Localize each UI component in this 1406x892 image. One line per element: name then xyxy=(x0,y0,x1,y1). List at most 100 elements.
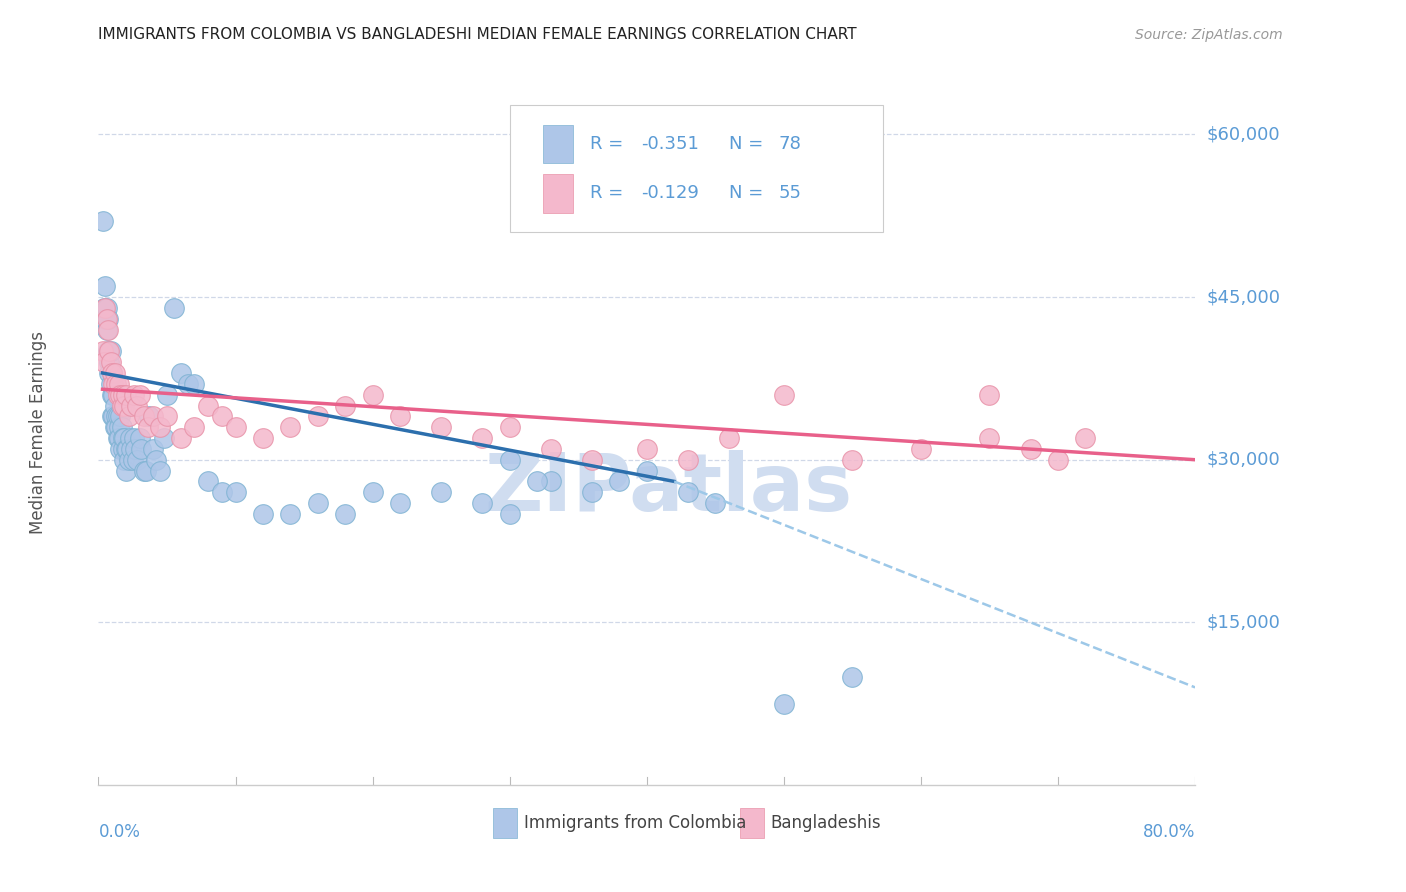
Point xyxy=(163,301,186,315)
Point xyxy=(114,452,136,467)
Point xyxy=(128,387,150,401)
Point xyxy=(94,301,117,315)
Point xyxy=(197,475,219,489)
Point xyxy=(98,355,121,369)
Point xyxy=(156,387,179,401)
Point xyxy=(120,442,142,456)
Point xyxy=(156,409,179,424)
Point xyxy=(111,420,134,434)
Point xyxy=(91,344,114,359)
Point xyxy=(105,376,128,391)
Point xyxy=(149,464,172,478)
Point xyxy=(361,387,384,401)
Point xyxy=(526,475,548,489)
Text: IMMIGRANTS FROM COLOMBIA VS BANGLADESHI MEDIAN FEMALE EARNINGS CORRELATION CHART: IMMIGRANTS FROM COLOMBIA VS BANGLADESHI … xyxy=(98,27,858,42)
Point xyxy=(145,452,167,467)
Point xyxy=(280,420,302,434)
Point xyxy=(117,409,139,424)
Point xyxy=(118,431,141,445)
Point xyxy=(540,475,562,489)
Text: ZIPatlas: ZIPatlas xyxy=(485,450,853,528)
Point xyxy=(101,387,124,401)
Point xyxy=(471,431,494,445)
Point xyxy=(100,355,122,369)
Point xyxy=(101,366,124,380)
Point xyxy=(111,399,134,413)
Point xyxy=(841,452,863,467)
Point xyxy=(581,452,603,467)
Point xyxy=(132,409,155,424)
Point xyxy=(115,387,138,401)
Point xyxy=(307,496,329,510)
Point xyxy=(104,366,127,380)
Point xyxy=(1074,431,1097,445)
Point xyxy=(676,452,699,467)
Point xyxy=(388,409,412,424)
Text: -0.129: -0.129 xyxy=(641,185,699,202)
Text: 78: 78 xyxy=(779,135,801,153)
Point xyxy=(98,366,121,380)
Point xyxy=(636,464,658,478)
Point xyxy=(104,399,127,413)
Text: $45,000: $45,000 xyxy=(1206,288,1279,306)
Point xyxy=(471,496,494,510)
Text: 55: 55 xyxy=(779,185,801,202)
Point xyxy=(499,420,522,434)
Point xyxy=(609,475,631,489)
Point xyxy=(115,442,138,456)
Point xyxy=(142,442,165,456)
Point xyxy=(129,442,152,456)
Point xyxy=(704,496,727,510)
Text: Immigrants from Colombia: Immigrants from Colombia xyxy=(524,814,747,832)
Point xyxy=(114,399,136,413)
Bar xyxy=(543,174,574,213)
Point xyxy=(105,420,128,434)
Point xyxy=(280,507,302,521)
Point xyxy=(1019,442,1042,456)
Point xyxy=(104,420,127,434)
Point xyxy=(197,399,219,413)
Point xyxy=(718,431,741,445)
Bar xyxy=(543,125,574,163)
Point xyxy=(103,387,125,401)
Point xyxy=(107,409,129,424)
Point xyxy=(125,399,148,413)
Point xyxy=(773,387,796,401)
Point xyxy=(153,431,176,445)
Point xyxy=(430,420,453,434)
Point xyxy=(252,431,274,445)
Text: $15,000: $15,000 xyxy=(1206,614,1279,632)
Point xyxy=(103,376,125,391)
Point xyxy=(110,442,132,456)
Point xyxy=(110,409,132,424)
Point xyxy=(93,355,115,369)
Point xyxy=(107,431,129,445)
Text: N =: N = xyxy=(728,135,769,153)
Point xyxy=(101,366,124,380)
Point xyxy=(540,442,562,456)
Point xyxy=(636,442,658,456)
Point xyxy=(135,464,157,478)
Point xyxy=(128,431,150,445)
Point xyxy=(100,376,122,391)
Point xyxy=(910,442,932,456)
Point xyxy=(252,507,274,521)
Point xyxy=(103,409,125,424)
Point xyxy=(773,697,796,711)
Text: 80.0%: 80.0% xyxy=(1143,823,1195,841)
Point xyxy=(108,376,131,391)
Point xyxy=(120,399,142,413)
Point xyxy=(225,420,247,434)
Point xyxy=(225,485,247,500)
Point xyxy=(97,311,120,326)
Point xyxy=(101,409,124,424)
Point xyxy=(94,279,117,293)
Point xyxy=(211,409,233,424)
Text: R =: R = xyxy=(589,135,628,153)
Text: Source: ZipAtlas.com: Source: ZipAtlas.com xyxy=(1135,28,1282,42)
Point xyxy=(117,452,139,467)
Point xyxy=(107,387,129,401)
Point xyxy=(115,442,138,456)
Point xyxy=(100,344,122,359)
Text: R =: R = xyxy=(589,185,628,202)
